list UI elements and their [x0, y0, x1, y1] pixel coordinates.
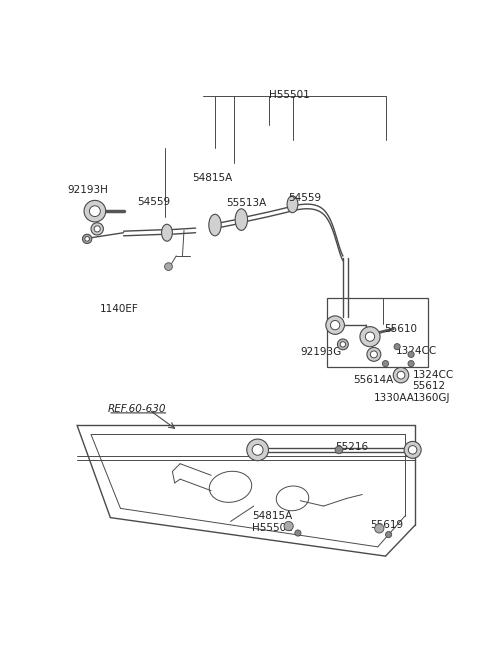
- Circle shape: [404, 441, 421, 459]
- Text: 54815A: 54815A: [192, 173, 232, 182]
- Circle shape: [365, 332, 375, 341]
- Bar: [327, 298, 428, 367]
- Text: 55610: 55610: [384, 323, 417, 334]
- Text: REF.60-630: REF.60-630: [108, 403, 167, 414]
- Circle shape: [337, 339, 348, 350]
- Ellipse shape: [162, 224, 172, 241]
- Text: 55216: 55216: [335, 442, 368, 452]
- Text: 54559: 54559: [288, 193, 322, 203]
- Circle shape: [330, 321, 340, 330]
- Circle shape: [394, 344, 400, 350]
- Text: 1324CC: 1324CC: [413, 370, 454, 380]
- Circle shape: [295, 530, 301, 536]
- Ellipse shape: [276, 486, 309, 511]
- Circle shape: [335, 446, 343, 454]
- Circle shape: [284, 522, 293, 531]
- Circle shape: [247, 439, 268, 461]
- Text: 55619: 55619: [370, 520, 403, 530]
- Circle shape: [83, 234, 92, 243]
- Circle shape: [252, 445, 263, 455]
- Text: H55501: H55501: [252, 523, 293, 533]
- Circle shape: [89, 206, 100, 216]
- Text: 54815A: 54815A: [252, 512, 292, 522]
- Circle shape: [94, 226, 100, 232]
- Circle shape: [371, 351, 377, 358]
- Circle shape: [367, 348, 381, 361]
- Circle shape: [408, 445, 417, 454]
- Ellipse shape: [235, 209, 248, 230]
- Circle shape: [91, 222, 103, 235]
- Text: 1360GJ: 1360GJ: [413, 393, 450, 403]
- Text: 1330AA: 1330AA: [374, 393, 415, 403]
- Circle shape: [360, 327, 380, 346]
- Circle shape: [340, 342, 346, 347]
- Ellipse shape: [209, 471, 252, 502]
- Text: 54559: 54559: [137, 197, 170, 207]
- Circle shape: [375, 523, 384, 533]
- Circle shape: [397, 371, 405, 379]
- Circle shape: [408, 361, 414, 367]
- Text: 92193G: 92193G: [300, 346, 341, 357]
- Circle shape: [84, 200, 106, 222]
- Text: 55614A: 55614A: [353, 375, 393, 385]
- Circle shape: [85, 237, 89, 241]
- Circle shape: [393, 367, 409, 383]
- Circle shape: [385, 531, 392, 538]
- Ellipse shape: [209, 215, 221, 236]
- Circle shape: [408, 352, 414, 358]
- Text: 55513A: 55513A: [227, 198, 267, 208]
- Circle shape: [326, 316, 345, 335]
- Text: 1140EF: 1140EF: [100, 304, 139, 314]
- Text: 1324CC: 1324CC: [396, 346, 437, 356]
- Text: H55501: H55501: [269, 91, 310, 100]
- Ellipse shape: [287, 195, 298, 213]
- Circle shape: [165, 263, 172, 270]
- Text: 55612: 55612: [413, 381, 446, 392]
- Text: 92193H: 92193H: [68, 185, 108, 195]
- Circle shape: [383, 361, 389, 367]
